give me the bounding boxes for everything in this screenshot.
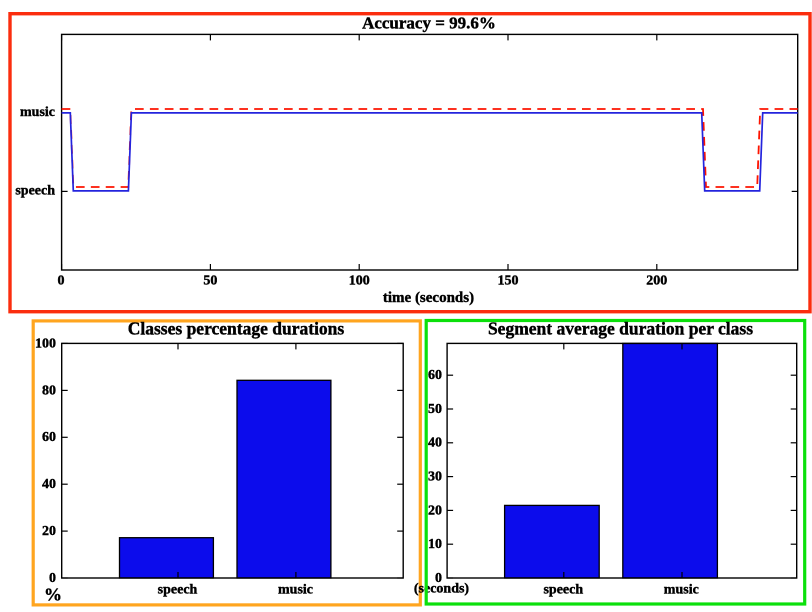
svg-text:speech: speech bbox=[158, 583, 198, 598]
svg-text:Segment average duration per c: Segment average duration per class bbox=[488, 319, 753, 339]
svg-text:100: 100 bbox=[349, 274, 370, 289]
svg-text:80: 80 bbox=[42, 383, 56, 398]
svg-text:50: 50 bbox=[428, 402, 442, 417]
svg-text:speech: speech bbox=[543, 583, 583, 598]
svg-text:music: music bbox=[20, 105, 55, 120]
svg-text:0: 0 bbox=[58, 274, 65, 289]
svg-text:20: 20 bbox=[42, 524, 56, 539]
svg-text:40: 40 bbox=[428, 436, 442, 451]
svg-text:60: 60 bbox=[42, 430, 56, 445]
svg-text:time (seconds): time (seconds) bbox=[383, 290, 474, 306]
svg-text:150: 150 bbox=[498, 274, 519, 289]
svg-text:Accuracy = 99.6%: Accuracy = 99.6% bbox=[362, 14, 496, 33]
svg-text:200: 200 bbox=[646, 274, 667, 289]
svg-text:10: 10 bbox=[428, 537, 442, 552]
svg-text:music: music bbox=[664, 583, 699, 598]
svg-text:40: 40 bbox=[42, 477, 56, 492]
svg-text:60: 60 bbox=[428, 368, 442, 383]
svg-text:30: 30 bbox=[428, 470, 442, 485]
svg-text:0: 0 bbox=[49, 571, 56, 586]
svg-text:20: 20 bbox=[428, 503, 442, 518]
svg-text:%: % bbox=[44, 584, 62, 604]
svg-text:speech: speech bbox=[15, 184, 55, 199]
svg-text:music: music bbox=[278, 583, 313, 598]
svg-text:0: 0 bbox=[435, 571, 442, 586]
svg-text:50: 50 bbox=[203, 274, 217, 289]
svg-text:Classes percentage durations: Classes percentage durations bbox=[128, 319, 345, 339]
svg-text:100: 100 bbox=[35, 336, 56, 351]
